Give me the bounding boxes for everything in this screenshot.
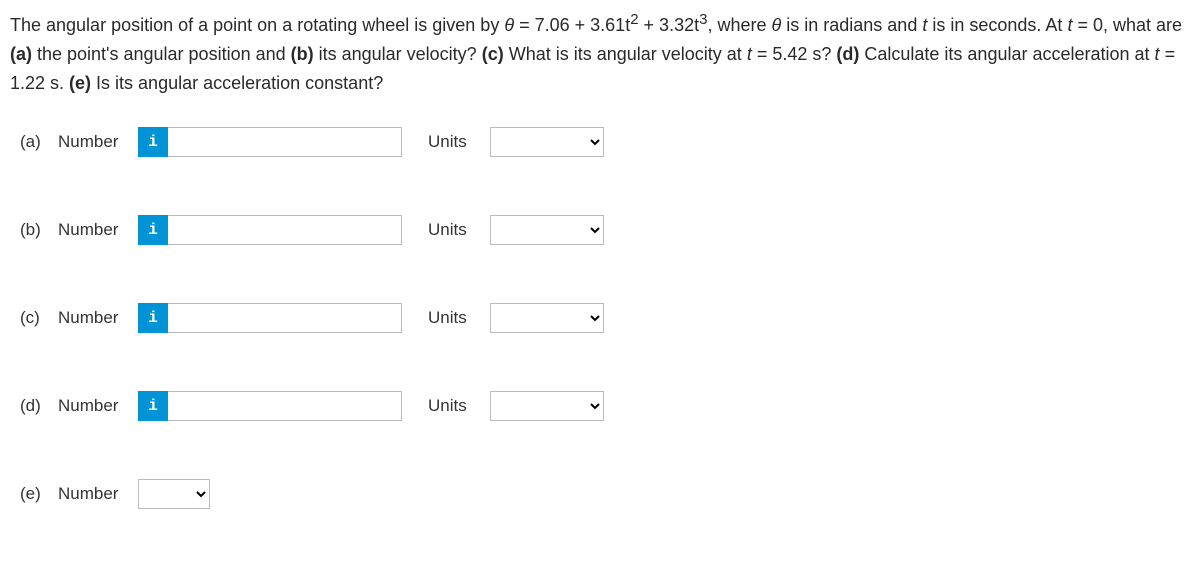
answer-row-b: (b) Number i Units [10, 215, 1190, 245]
bold-b: (b) [291, 44, 314, 64]
problem-text-1: The angular position of a point on a rot… [10, 15, 504, 35]
part-label-e: (e) [20, 484, 58, 504]
units-select-c[interactable] [490, 303, 604, 333]
units-select-a[interactable] [490, 127, 604, 157]
theta-symbol: θ [504, 15, 514, 35]
problem-text-7: = 0, what are [1072, 15, 1182, 35]
units-label-c: Units [428, 308, 490, 328]
info-icon[interactable]: i [138, 303, 168, 333]
units-label-d: Units [428, 396, 490, 416]
answer-row-a: (a) Number i Units [10, 127, 1190, 157]
part-label-b: (b) [20, 220, 58, 240]
problem-text-6: is in seconds. At [927, 15, 1067, 35]
info-icon[interactable]: i [138, 215, 168, 245]
problem-text-12: Calculate its angular acceleration at [859, 44, 1154, 64]
number-input-c[interactable] [168, 303, 402, 333]
number-input-a[interactable] [168, 127, 402, 157]
problem-text-2: = 7.06 + 3.61t [514, 15, 630, 35]
bold-e: (e) [69, 73, 91, 93]
problem-text-11: = 5.42 s? [752, 44, 837, 64]
problem-text-8: the point's angular position and [32, 44, 291, 64]
number-input-d[interactable] [168, 391, 402, 421]
problem-text-3: + 3.32t [639, 15, 700, 35]
units-label-a: Units [428, 132, 490, 152]
number-label-d: Number [58, 396, 138, 416]
number-input-b[interactable] [168, 215, 402, 245]
problem-text-4: , where [707, 15, 771, 35]
info-icon[interactable]: i [138, 127, 168, 157]
problem-text-9: its angular velocity? [314, 44, 482, 64]
theta-symbol-2: θ [771, 15, 781, 35]
bold-c: (c) [482, 44, 504, 64]
number-label-c: Number [58, 308, 138, 328]
number-label-b: Number [58, 220, 138, 240]
sup-2: 2 [630, 11, 638, 28]
problem-text-5: is in radians and [781, 15, 922, 35]
problem-statement: The angular position of a point on a rot… [10, 8, 1190, 97]
part-label-a: (a) [20, 132, 58, 152]
answer-row-d: (d) Number i Units [10, 391, 1190, 421]
answer-row-c: (c) Number i Units [10, 303, 1190, 333]
info-glyph: i [148, 133, 158, 151]
units-select-b[interactable] [490, 215, 604, 245]
units-label-b: Units [428, 220, 490, 240]
problem-text-14: Is its angular acceleration constant? [91, 73, 383, 93]
number-label-e: Number [58, 484, 138, 504]
info-icon[interactable]: i [138, 391, 168, 421]
info-glyph: i [148, 309, 158, 327]
yesno-select-e[interactable] [138, 479, 210, 509]
units-select-d[interactable] [490, 391, 604, 421]
info-glyph: i [148, 397, 158, 415]
problem-text-10: What is its angular velocity at [504, 44, 747, 64]
number-label-a: Number [58, 132, 138, 152]
part-label-c: (c) [20, 308, 58, 328]
answer-row-e: (e) Number [10, 479, 1190, 509]
part-label-d: (d) [20, 396, 58, 416]
info-glyph: i [148, 221, 158, 239]
bold-a: (a) [10, 44, 32, 64]
bold-d: (d) [836, 44, 859, 64]
